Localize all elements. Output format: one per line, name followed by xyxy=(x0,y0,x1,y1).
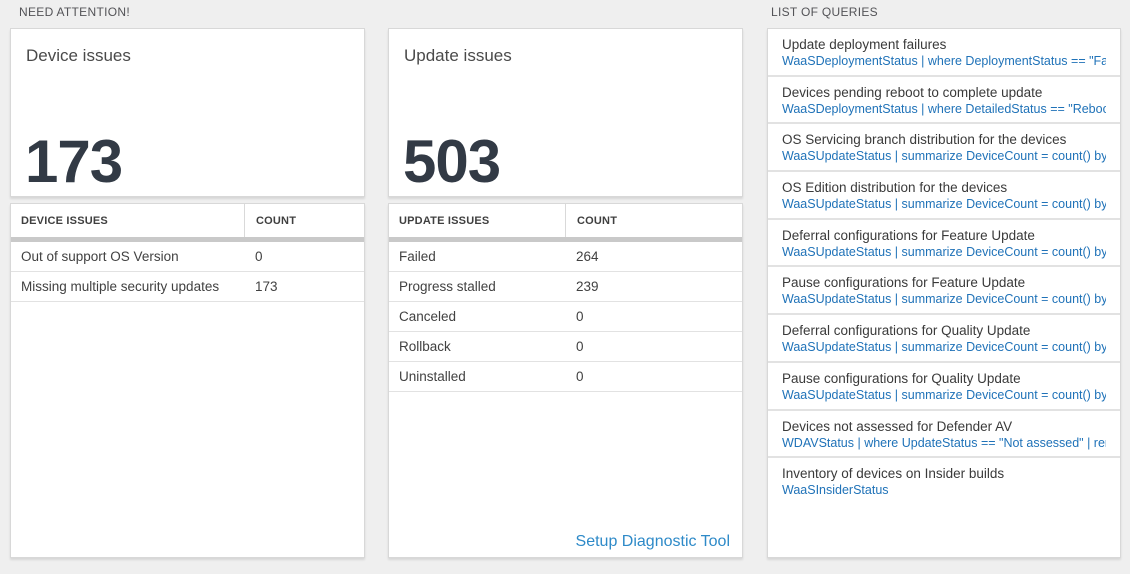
query-text: WaaSUpdateStatus | summarize DeviceCount… xyxy=(782,244,1106,259)
issue-count: 239 xyxy=(576,279,599,294)
table-header-bar xyxy=(389,237,742,242)
query-item[interactable]: Pause configurations for Quality Update … xyxy=(768,363,1120,411)
table-row[interactable]: Canceled 0 xyxy=(389,302,742,332)
update-issues-count: 503 xyxy=(403,128,501,195)
device-table-count-column-header: COUNT xyxy=(244,204,364,237)
device-issues-tile[interactable]: Device issues 173 xyxy=(10,28,365,197)
update-table-issue-column-header: UPDATE ISSUES xyxy=(399,214,490,227)
query-title: Deferral configurations for Quality Upda… xyxy=(782,323,1031,339)
query-title: Devices not assessed for Defender AV xyxy=(782,418,1013,434)
update-issues-table: UPDATE ISSUES COUNT Failed 264 Progress … xyxy=(388,203,743,558)
table-row[interactable]: Uninstalled 0 xyxy=(389,362,742,392)
device-table-issue-column-header: DEVICE ISSUES xyxy=(21,214,108,227)
query-title: Pause configurations for Quality Update xyxy=(782,370,1021,386)
setup-diagnostic-tool-link[interactable]: Setup Diagnostic Tool xyxy=(575,533,730,550)
query-item[interactable]: OS Servicing branch distribution for the… xyxy=(768,124,1120,173)
query-item[interactable]: Inventory of devices on Insider builds W… xyxy=(768,458,1120,506)
issue-label: Rollback xyxy=(399,339,451,354)
table-row[interactable]: Failed 264 xyxy=(389,242,742,272)
query-text: WaaSUpdateStatus | summarize DeviceCount… xyxy=(782,149,1106,164)
issue-label: Canceled xyxy=(399,309,457,324)
query-item[interactable]: Pause configurations for Feature Update … xyxy=(768,267,1120,316)
query-title: OS Servicing branch distribution for the… xyxy=(782,132,1067,148)
table-row[interactable]: Rollback 0 xyxy=(389,332,742,362)
issue-label: Failed xyxy=(399,249,436,264)
query-item[interactable]: Update deployment failures WaaSDeploymen… xyxy=(768,29,1120,77)
list-of-queries-section-label: LIST OF QUERIES xyxy=(771,5,878,19)
query-text: WaaSInsiderStatus xyxy=(782,483,889,498)
issue-count: 264 xyxy=(576,249,599,264)
issue-count: 0 xyxy=(255,249,263,264)
tile-spacer xyxy=(389,66,742,132)
table-row[interactable]: Missing multiple security updates 173 xyxy=(11,272,364,302)
query-text: WaaSDeploymentStatus | where DetailedSta… xyxy=(782,101,1106,116)
query-text: WDAVStatus | where UpdateStatus == "Not … xyxy=(782,435,1106,450)
table-row[interactable]: Progress stalled 239 xyxy=(389,272,742,302)
query-title: Inventory of devices on Insider builds xyxy=(782,466,1005,482)
need-attention-section-label: NEED ATTENTION! xyxy=(19,5,130,19)
query-item[interactable]: Deferral configurations for Feature Upda… xyxy=(768,220,1120,268)
issue-count: 0 xyxy=(576,309,584,324)
issue-count: 173 xyxy=(255,279,278,294)
query-title: Deferral configurations for Feature Upda… xyxy=(782,227,1035,243)
issue-label: Missing multiple security updates xyxy=(21,279,220,294)
queries-list: Update deployment failures WaaSDeploymen… xyxy=(767,28,1121,558)
query-title: Pause configurations for Feature Update xyxy=(782,275,1026,291)
query-title: OS Edition distribution for the devices xyxy=(782,180,1008,196)
query-text: WaaSUpdateStatus | summarize DeviceCount… xyxy=(782,292,1106,307)
query-text: WaaSUpdateStatus | summarize DeviceCount… xyxy=(782,197,1106,212)
query-title: Update deployment failures xyxy=(782,37,947,52)
device-table-header: DEVICE ISSUES COUNT xyxy=(11,204,364,237)
update-issues-tile-title: Update issues xyxy=(404,46,512,65)
issue-count: 0 xyxy=(576,369,584,384)
device-issues-count: 173 xyxy=(25,128,123,195)
issue-label: Out of support OS Version xyxy=(21,249,179,264)
query-text: WaaSUpdateStatus | summarize DeviceCount… xyxy=(782,340,1106,355)
tile-spacer xyxy=(11,66,364,132)
table-row[interactable]: Out of support OS Version 0 xyxy=(11,242,364,272)
update-table-header: UPDATE ISSUES COUNT xyxy=(389,204,742,237)
query-text: WaaSDeploymentStatus | where DeploymentS… xyxy=(782,54,1106,68)
update-issues-tile[interactable]: Update issues 503 xyxy=(388,28,743,197)
device-issues-tile-title: Device issues xyxy=(26,46,131,65)
query-item[interactable]: Deferral configurations for Quality Upda… xyxy=(768,315,1120,363)
issue-label: Progress stalled xyxy=(399,279,496,294)
query-item[interactable]: Devices pending reboot to complete updat… xyxy=(768,77,1120,125)
device-issues-table: DEVICE ISSUES COUNT Out of support OS Ve… xyxy=(10,203,365,558)
update-table-count-column-header: COUNT xyxy=(565,204,742,237)
query-text: WaaSUpdateStatus | summarize DeviceCount… xyxy=(782,387,1106,402)
issue-label: Uninstalled xyxy=(399,369,466,384)
query-item[interactable]: Devices not assessed for Defender AV WDA… xyxy=(768,411,1120,459)
query-item[interactable]: OS Edition distribution for the devices … xyxy=(768,172,1120,220)
table-header-bar xyxy=(11,237,364,242)
issue-count: 0 xyxy=(576,339,584,354)
query-title: Devices pending reboot to complete updat… xyxy=(782,84,1043,100)
